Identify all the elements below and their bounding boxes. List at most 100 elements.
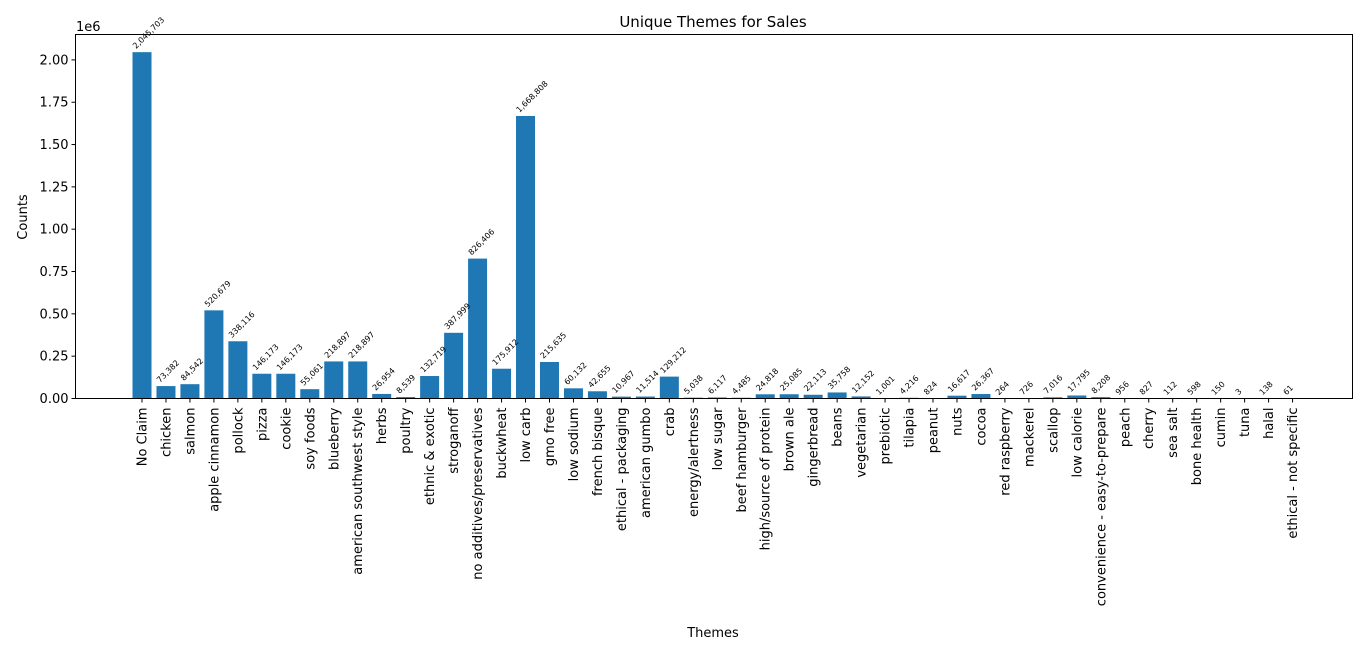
bar	[587, 391, 607, 399]
bar-value-label: 3	[1234, 387, 1244, 397]
bar-value-label: 5,038	[682, 374, 705, 397]
bar	[971, 394, 991, 399]
y-tick-label: 1.25	[40, 180, 69, 195]
bar-value-label: 10,967	[610, 369, 636, 395]
bar	[444, 332, 464, 399]
bar-value-label: 132,719	[419, 345, 449, 375]
bar	[276, 373, 296, 399]
x-tick-label: buckwheat	[495, 408, 510, 479]
x-tick-label: bone health	[1190, 408, 1205, 486]
bar	[204, 310, 224, 399]
y-axis-offset-label: 1e6	[76, 20, 101, 35]
bar-value-label: 824	[922, 380, 939, 397]
bar-value-label: 8,539	[395, 373, 418, 396]
bar-value-label: 264	[994, 380, 1011, 397]
y-tick-label: 1.75	[40, 96, 69, 111]
x-tick-label: No Claim	[136, 408, 151, 467]
bar-value-label: 215,635	[539, 331, 569, 361]
y-tick-label: 0.25	[40, 350, 69, 365]
bar-value-label: 2,045,703	[131, 15, 166, 50]
chart-title: Unique Themes for Sales	[619, 13, 807, 31]
bar-value-label: 520,679	[203, 279, 233, 309]
bar-value-label: 11,514	[634, 369, 660, 395]
x-tick-label: tilapia	[903, 408, 918, 448]
bar-value-label: 35,758	[826, 365, 852, 391]
x-tick-label: low calorie	[1070, 408, 1085, 478]
bar-value-label: 7,016	[1042, 373, 1065, 396]
x-tick-label: ethical - not specific	[1286, 408, 1301, 539]
bar-value-label: 1,668,808	[515, 79, 550, 114]
bar-value-label: 61	[1282, 383, 1296, 397]
bar-value-label: 84,542	[179, 356, 205, 382]
x-tick-label: prebiotic	[879, 408, 894, 465]
bar-value-label: 112	[1162, 380, 1179, 397]
x-tick-label: cherry	[1142, 407, 1157, 449]
x-tick-label: cumin	[1214, 408, 1229, 448]
bar	[779, 394, 799, 399]
x-tick-label: american gumbo	[639, 407, 654, 517]
bar	[755, 394, 775, 399]
x-tick-label: low sodium	[567, 408, 582, 482]
bar	[228, 341, 248, 399]
bar-value-label: 338,116	[227, 310, 257, 340]
bar	[1043, 397, 1063, 399]
y-tick-label: 0.00	[40, 392, 69, 407]
x-tick-label: herbs	[375, 407, 390, 444]
x-tick-label: apple cinnamon	[207, 408, 222, 512]
bar	[516, 115, 536, 399]
x-tick-label: cocoa	[974, 408, 989, 446]
x-tick-label: convenience - easy-to-prepare	[1094, 408, 1109, 607]
bar-value-label: 146,173	[275, 342, 305, 372]
x-tick-label: chicken	[159, 408, 174, 457]
x-tick-label: brown ale	[783, 408, 798, 472]
x-tick-label: no additives/preservatives	[471, 407, 486, 579]
bar-value-label: 26,954	[371, 366, 397, 392]
bar-value-label: 6,117	[706, 373, 729, 396]
bar	[611, 396, 631, 399]
bar-value-label: 150	[1210, 380, 1227, 397]
x-tick-label: energy/alertness	[687, 407, 702, 517]
x-tick-label: crab	[663, 408, 678, 437]
bar-value-label: 4,216	[898, 374, 921, 397]
bar	[468, 258, 488, 399]
y-tick-label: 2.00	[40, 53, 69, 68]
bar-value-label: 73,382	[155, 358, 181, 384]
bar-value-label: 17,795	[1066, 368, 1092, 394]
x-tick-label: gmo free	[543, 408, 558, 467]
bar	[827, 392, 847, 399]
x-tick-label: scallop	[1046, 408, 1061, 453]
bar	[563, 388, 583, 399]
bar	[851, 396, 871, 399]
x-axis: No Claim chicken salmon apple cinnamon pollo…	[136, 398, 1301, 607]
x-tick-label: pollock	[231, 407, 246, 454]
bar-value-label: 175,912	[491, 337, 521, 367]
x-tick-label: peanut	[927, 408, 942, 454]
bar-value-label: 956	[1114, 380, 1131, 397]
bar	[300, 389, 320, 399]
x-tick-label: tuna	[1238, 408, 1253, 438]
bar	[156, 386, 176, 399]
bar-value-label: 826,406	[467, 227, 497, 257]
x-tick-label: beans	[831, 407, 846, 446]
x-tick-label: peach	[1118, 408, 1133, 448]
bar-value-label: 25,085	[778, 367, 804, 393]
x-tick-label: salmon	[183, 408, 198, 455]
bar	[492, 368, 512, 399]
y-axis: 0.00 0.25 0.50 0.75 1.00 1.25 1.50 1.75 2.00	[40, 53, 76, 407]
x-tick-label: american southwest style	[351, 408, 366, 575]
bar	[132, 52, 152, 399]
bar	[539, 361, 559, 399]
bar-value-label: 4,485	[730, 374, 753, 397]
x-tick-label: ethical - packaging	[615, 408, 630, 532]
bar	[803, 394, 823, 399]
x-tick-label: mackerel	[1022, 408, 1037, 468]
x-tick-label: beef hamburger	[735, 407, 750, 513]
x-tick-label: cookie	[279, 408, 294, 450]
plot-frame	[75, 34, 1353, 399]
x-tick-label: poultry	[399, 407, 414, 453]
x-tick-label: gingerbread	[807, 408, 822, 487]
bar-value-label: 60,132	[563, 361, 589, 387]
bar	[324, 361, 344, 399]
x-tick-label: stroganoff	[447, 406, 462, 473]
